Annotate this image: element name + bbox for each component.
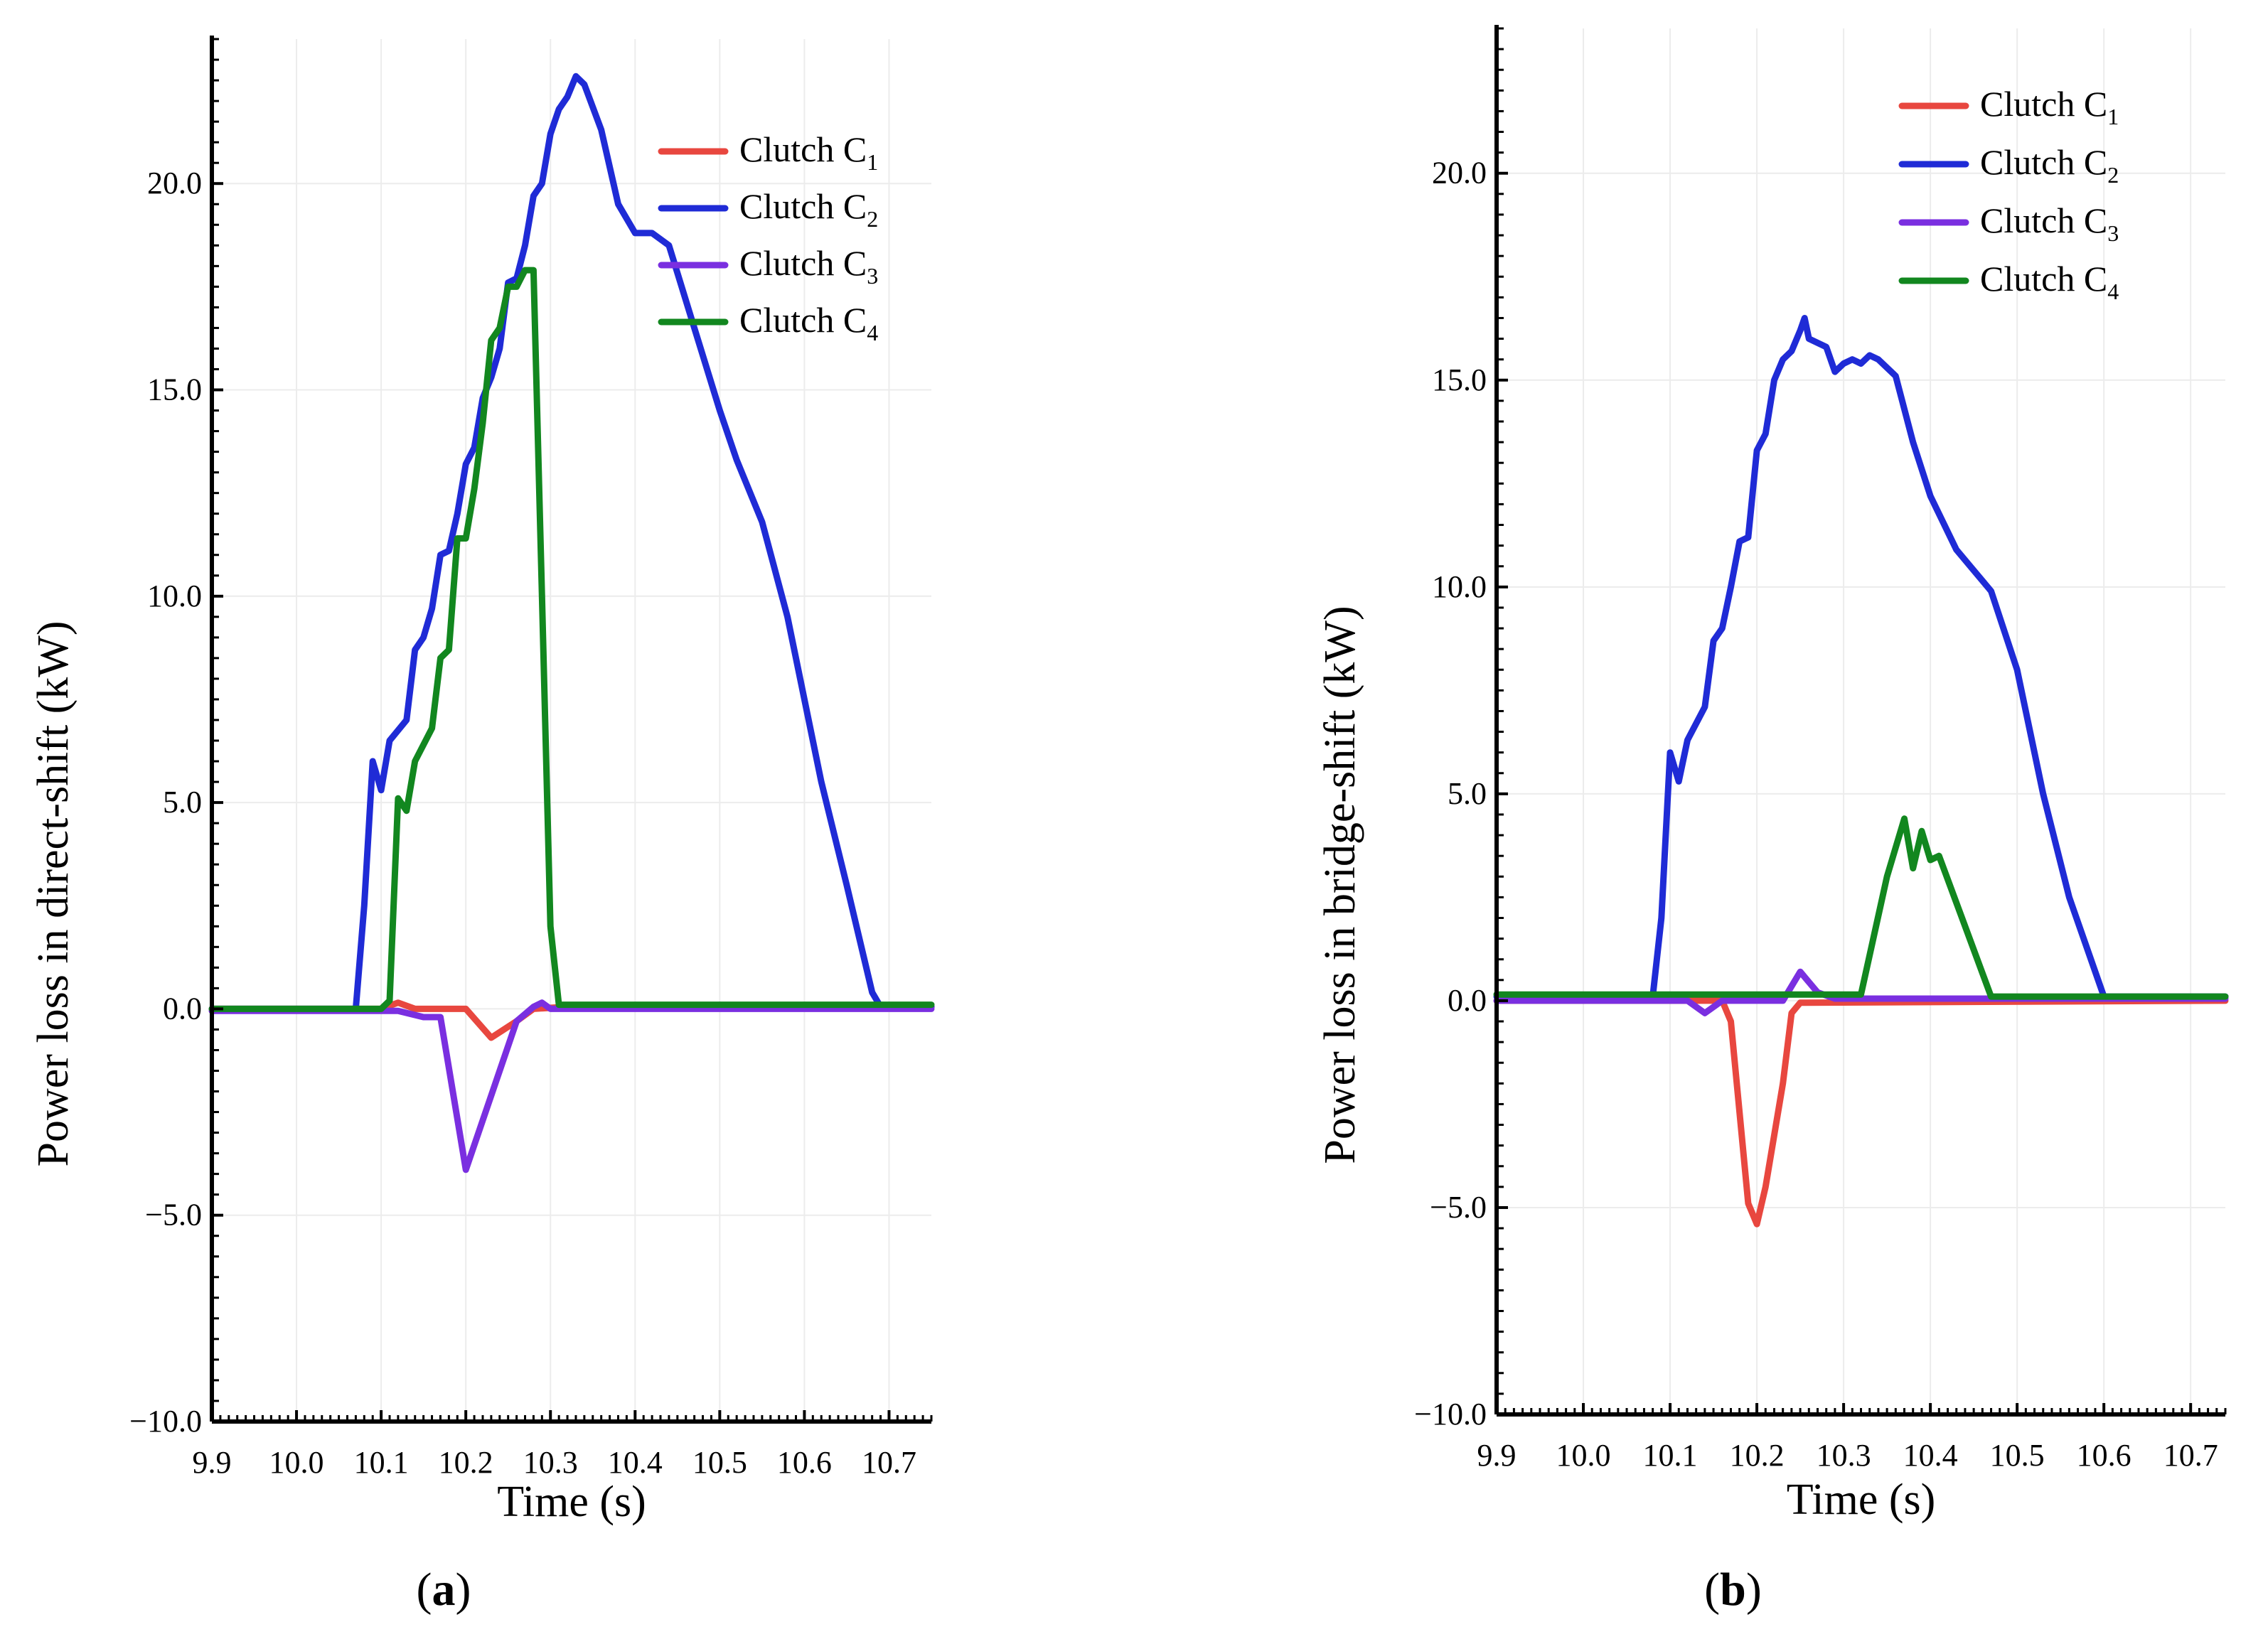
legend-label-c3: Clutch C3: [739, 243, 878, 289]
series-line-c1: [1493, 997, 2229, 1227]
legend-label-c4: Clutch C4: [739, 300, 878, 345]
series-lines: [1493, 315, 2229, 1227]
y-tick-label: 10.0: [147, 579, 202, 613]
legend: Clutch C1 Clutch C2 Clutch C3 Clutch C4: [1898, 84, 2119, 304]
legend-label-c1: Clutch C1: [1980, 84, 2119, 129]
x-tick-label: 10.2: [439, 1445, 493, 1480]
y-axis-label: Power loss in bridge-shift (kW): [1316, 606, 1364, 1164]
x-tick-label: 9.9: [1477, 1438, 1517, 1473]
x-tick-label: 10.2: [1730, 1438, 1785, 1473]
panel-label: (b): [1704, 1564, 1762, 1616]
series-line-c4: [1493, 815, 2229, 1000]
legend-label-c2: Clutch C2: [739, 186, 878, 232]
legend: Clutch C1 Clutch C2 Clutch C3 Clutch C4: [658, 129, 878, 345]
axes: −10.0 −5.0 0.0 5.0 10.0 15.0 20.0 9.9 10.0 10.1 10…: [129, 36, 933, 1480]
y-tick-label: 20.0: [147, 166, 202, 200]
panel-a: −10.0 −5.0 0.0 5.0 10.0 15.0 20.0 9.9 10.0 10.1 10…: [29, 36, 935, 1616]
x-tick-label: 10.0: [269, 1445, 324, 1480]
y-tick-label: 0.0: [1448, 983, 1487, 1018]
x-tick-label: 10.6: [777, 1445, 832, 1480]
x-tick-label: 10.6: [2077, 1438, 2131, 1473]
y-tick-label: 15.0: [1432, 362, 1487, 397]
y-tick-label: 5.0: [1448, 776, 1487, 811]
y-tick-label: −10.0: [129, 1404, 202, 1439]
panel-label: (a): [417, 1564, 471, 1616]
series-line-c2: [208, 72, 935, 1012]
x-tick-label: 10.4: [608, 1445, 663, 1480]
x-tick-label: 10.1: [354, 1445, 409, 1480]
y-tick-label: 20.0: [1432, 156, 1487, 190]
panel-b: −10.0 −5.0 0.0 5.0 10.0 15.0 20.0 9.9 10.0 10.1 10…: [1316, 25, 2229, 1616]
x-axis-label: Time (s): [497, 1478, 646, 1526]
legend-label-c2: Clutch C2: [1980, 142, 2119, 188]
x-tick-label: 10.5: [1990, 1438, 2045, 1473]
axes: −10.0 −5.0 0.0 5.0 10.0 15.0 20.0 9.9 10.0 10.1 10…: [1414, 25, 2227, 1473]
y-tick-label: −10.0: [1414, 1397, 1487, 1431]
x-tick-label: 10.0: [1556, 1438, 1611, 1473]
y-tick-label: −5.0: [145, 1198, 202, 1232]
x-tick-label: 10.3: [523, 1445, 578, 1480]
y-tick-label: 5.0: [163, 785, 202, 820]
y-tick-label: −5.0: [1430, 1190, 1487, 1225]
x-tick-label: 10.7: [2163, 1438, 2218, 1473]
legend-label-c3: Clutch C3: [1980, 200, 2119, 246]
series-lines: [208, 72, 935, 1173]
y-tick-label: 10.0: [1432, 569, 1487, 604]
y-tick-label: 0.0: [163, 991, 202, 1026]
y-tick-label: 15.0: [147, 372, 202, 407]
legend-label-c1: Clutch C1: [739, 129, 878, 175]
x-tick-label: 9.9: [193, 1445, 232, 1480]
legend-label-c4: Clutch C4: [1980, 259, 2119, 304]
x-tick-label: 10.1: [1643, 1438, 1698, 1473]
x-tick-label: 10.3: [1817, 1438, 1871, 1473]
x-axis-label: Time (s): [1787, 1476, 1936, 1524]
series-line-c3: [208, 999, 935, 1173]
x-tick-label: 10.4: [1903, 1438, 1958, 1473]
series-line-c2: [1493, 315, 2229, 1000]
x-tick-label: 10.7: [862, 1445, 916, 1480]
series-line-c4: [208, 267, 935, 1012]
y-axis-label: Power loss in direct-shift (kW): [29, 621, 77, 1167]
x-tick-label: 10.5: [692, 1445, 747, 1480]
